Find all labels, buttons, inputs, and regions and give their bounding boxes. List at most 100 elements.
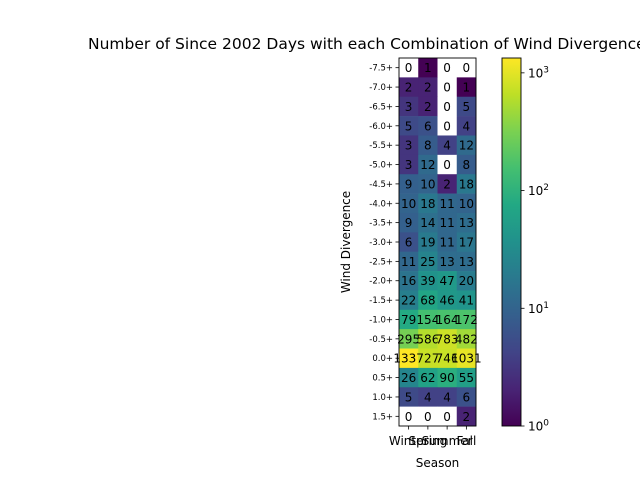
cell-value-label: 20 xyxy=(459,274,474,288)
cell-value-label: 482 xyxy=(455,332,478,346)
cell-value-label: 9 xyxy=(405,216,413,230)
heatmap-cell xyxy=(437,348,458,369)
heatmap-cell xyxy=(437,290,458,311)
cell-value-label: 0 xyxy=(443,61,451,75)
heatmap-cell xyxy=(399,193,419,214)
cell-value-label: 1 xyxy=(463,81,471,95)
cell-value-label: 13 xyxy=(459,216,474,230)
y-tick-label: -5.5+ xyxy=(369,141,393,151)
heatmap-cell xyxy=(437,212,458,233)
cell-value-label: 4 xyxy=(463,119,471,133)
heatmap-cell xyxy=(418,77,438,98)
heatmap-cell xyxy=(456,212,477,233)
heatmap-cell xyxy=(418,348,438,369)
heatmap-cell xyxy=(437,271,458,291)
y-tick-label: -1.5+ xyxy=(369,296,393,306)
heatmap-cell xyxy=(437,58,458,78)
cell-value-label: 3 xyxy=(405,100,413,114)
cell-value-label: 2 xyxy=(424,81,432,95)
heatmap-cell xyxy=(437,387,458,407)
heatmap-cell xyxy=(456,290,477,311)
heatmap-cell xyxy=(437,135,458,156)
heatmap-cell xyxy=(456,406,477,427)
heatmap-cell xyxy=(456,58,477,78)
y-tick-label: -6.0+ xyxy=(369,122,393,132)
heatmap-cell xyxy=(456,193,477,214)
cell-value-label: 2 xyxy=(405,81,413,95)
heatmap-cell xyxy=(418,174,438,194)
cell-value-label: 0 xyxy=(443,410,451,424)
heatmap-cell xyxy=(399,348,419,369)
heatmap-cell xyxy=(399,387,419,407)
heatmap-cell xyxy=(418,135,438,156)
heatmap-cell xyxy=(399,271,419,291)
heatmap-cell xyxy=(399,367,419,388)
cell-value-label: 6 xyxy=(463,390,471,404)
cell-value-label: 90 xyxy=(439,371,454,385)
cell-value-label: 1337 xyxy=(393,352,424,366)
heatmap-cell xyxy=(437,116,458,136)
y-tick-label: -4.5+ xyxy=(369,180,393,190)
cell-value-label: 154 xyxy=(416,313,439,327)
cell-value-label: 10 xyxy=(401,197,416,211)
cell-value-label: 0 xyxy=(443,100,451,114)
cell-value-label: 0 xyxy=(405,61,413,75)
heatmap-cell xyxy=(437,96,458,117)
y-tick-label: -7.5+ xyxy=(369,64,393,74)
cell-value-label: 1 xyxy=(424,61,432,75)
colorbar-tick-label: 103 xyxy=(528,65,549,80)
cell-value-label: 11 xyxy=(439,216,454,230)
cell-value-label: 22 xyxy=(401,294,416,308)
heatmap-cell xyxy=(418,329,438,349)
cell-value-label: 586 xyxy=(416,332,439,346)
cell-value-label: 26 xyxy=(401,371,416,385)
heatmap-cell xyxy=(456,309,477,330)
cell-value-label: 11 xyxy=(401,255,416,269)
heatmap-cell xyxy=(399,329,419,349)
cell-value-label: 41 xyxy=(459,294,474,308)
cell-value-label: 18 xyxy=(459,177,474,191)
y-tick-label: -4.0+ xyxy=(369,199,393,209)
heatmap-cell xyxy=(399,251,419,272)
cell-value-label: 295 xyxy=(397,332,420,346)
heatmap-cell xyxy=(399,77,419,98)
cell-value-label: 783 xyxy=(436,332,459,346)
x-tick-label: Winter xyxy=(389,434,429,448)
heatmap-cell xyxy=(456,251,477,272)
heatmap-cell xyxy=(456,367,477,388)
y-tick-label: 0.0+ xyxy=(372,354,393,364)
cell-value-label: 39 xyxy=(420,274,435,288)
cell-value-label: 8 xyxy=(463,158,471,172)
cell-value-label: 25 xyxy=(420,255,435,269)
heatmap-cell xyxy=(399,96,419,117)
heatmap-cell xyxy=(456,96,477,117)
heatmap-cell xyxy=(399,309,419,330)
cell-value-label: 13 xyxy=(459,255,474,269)
cell-value-label: 3 xyxy=(405,139,413,153)
heatmap-cell xyxy=(456,271,477,291)
cell-value-label: 4 xyxy=(443,139,451,153)
cell-value-label: 68 xyxy=(420,294,435,308)
cell-value-label: 0 xyxy=(405,410,413,424)
cell-value-label: 8 xyxy=(424,139,432,153)
heatmap-cell xyxy=(456,154,477,175)
cell-value-label: 16 xyxy=(401,274,416,288)
y-tick-label: -2.0+ xyxy=(369,277,393,287)
heatmap-cell xyxy=(418,271,438,291)
heatmap-cell xyxy=(418,367,438,388)
heatmap-cell xyxy=(399,116,419,136)
y-tick-label: -0.5+ xyxy=(369,335,393,345)
cell-value-label: 3 xyxy=(405,158,413,172)
heatmap-cell xyxy=(418,212,438,233)
cell-value-label: 2 xyxy=(463,410,471,424)
cell-value-label: 0 xyxy=(443,119,451,133)
cell-value-label: 9 xyxy=(405,177,413,191)
y-tick-label: -3.5+ xyxy=(369,219,393,229)
heatmap-cell xyxy=(456,348,477,369)
heatmap-cell xyxy=(399,154,419,175)
cell-value-label: 18 xyxy=(420,197,435,211)
heatmap-cell xyxy=(456,329,477,349)
colorbar-tick-label: 101 xyxy=(528,301,549,316)
